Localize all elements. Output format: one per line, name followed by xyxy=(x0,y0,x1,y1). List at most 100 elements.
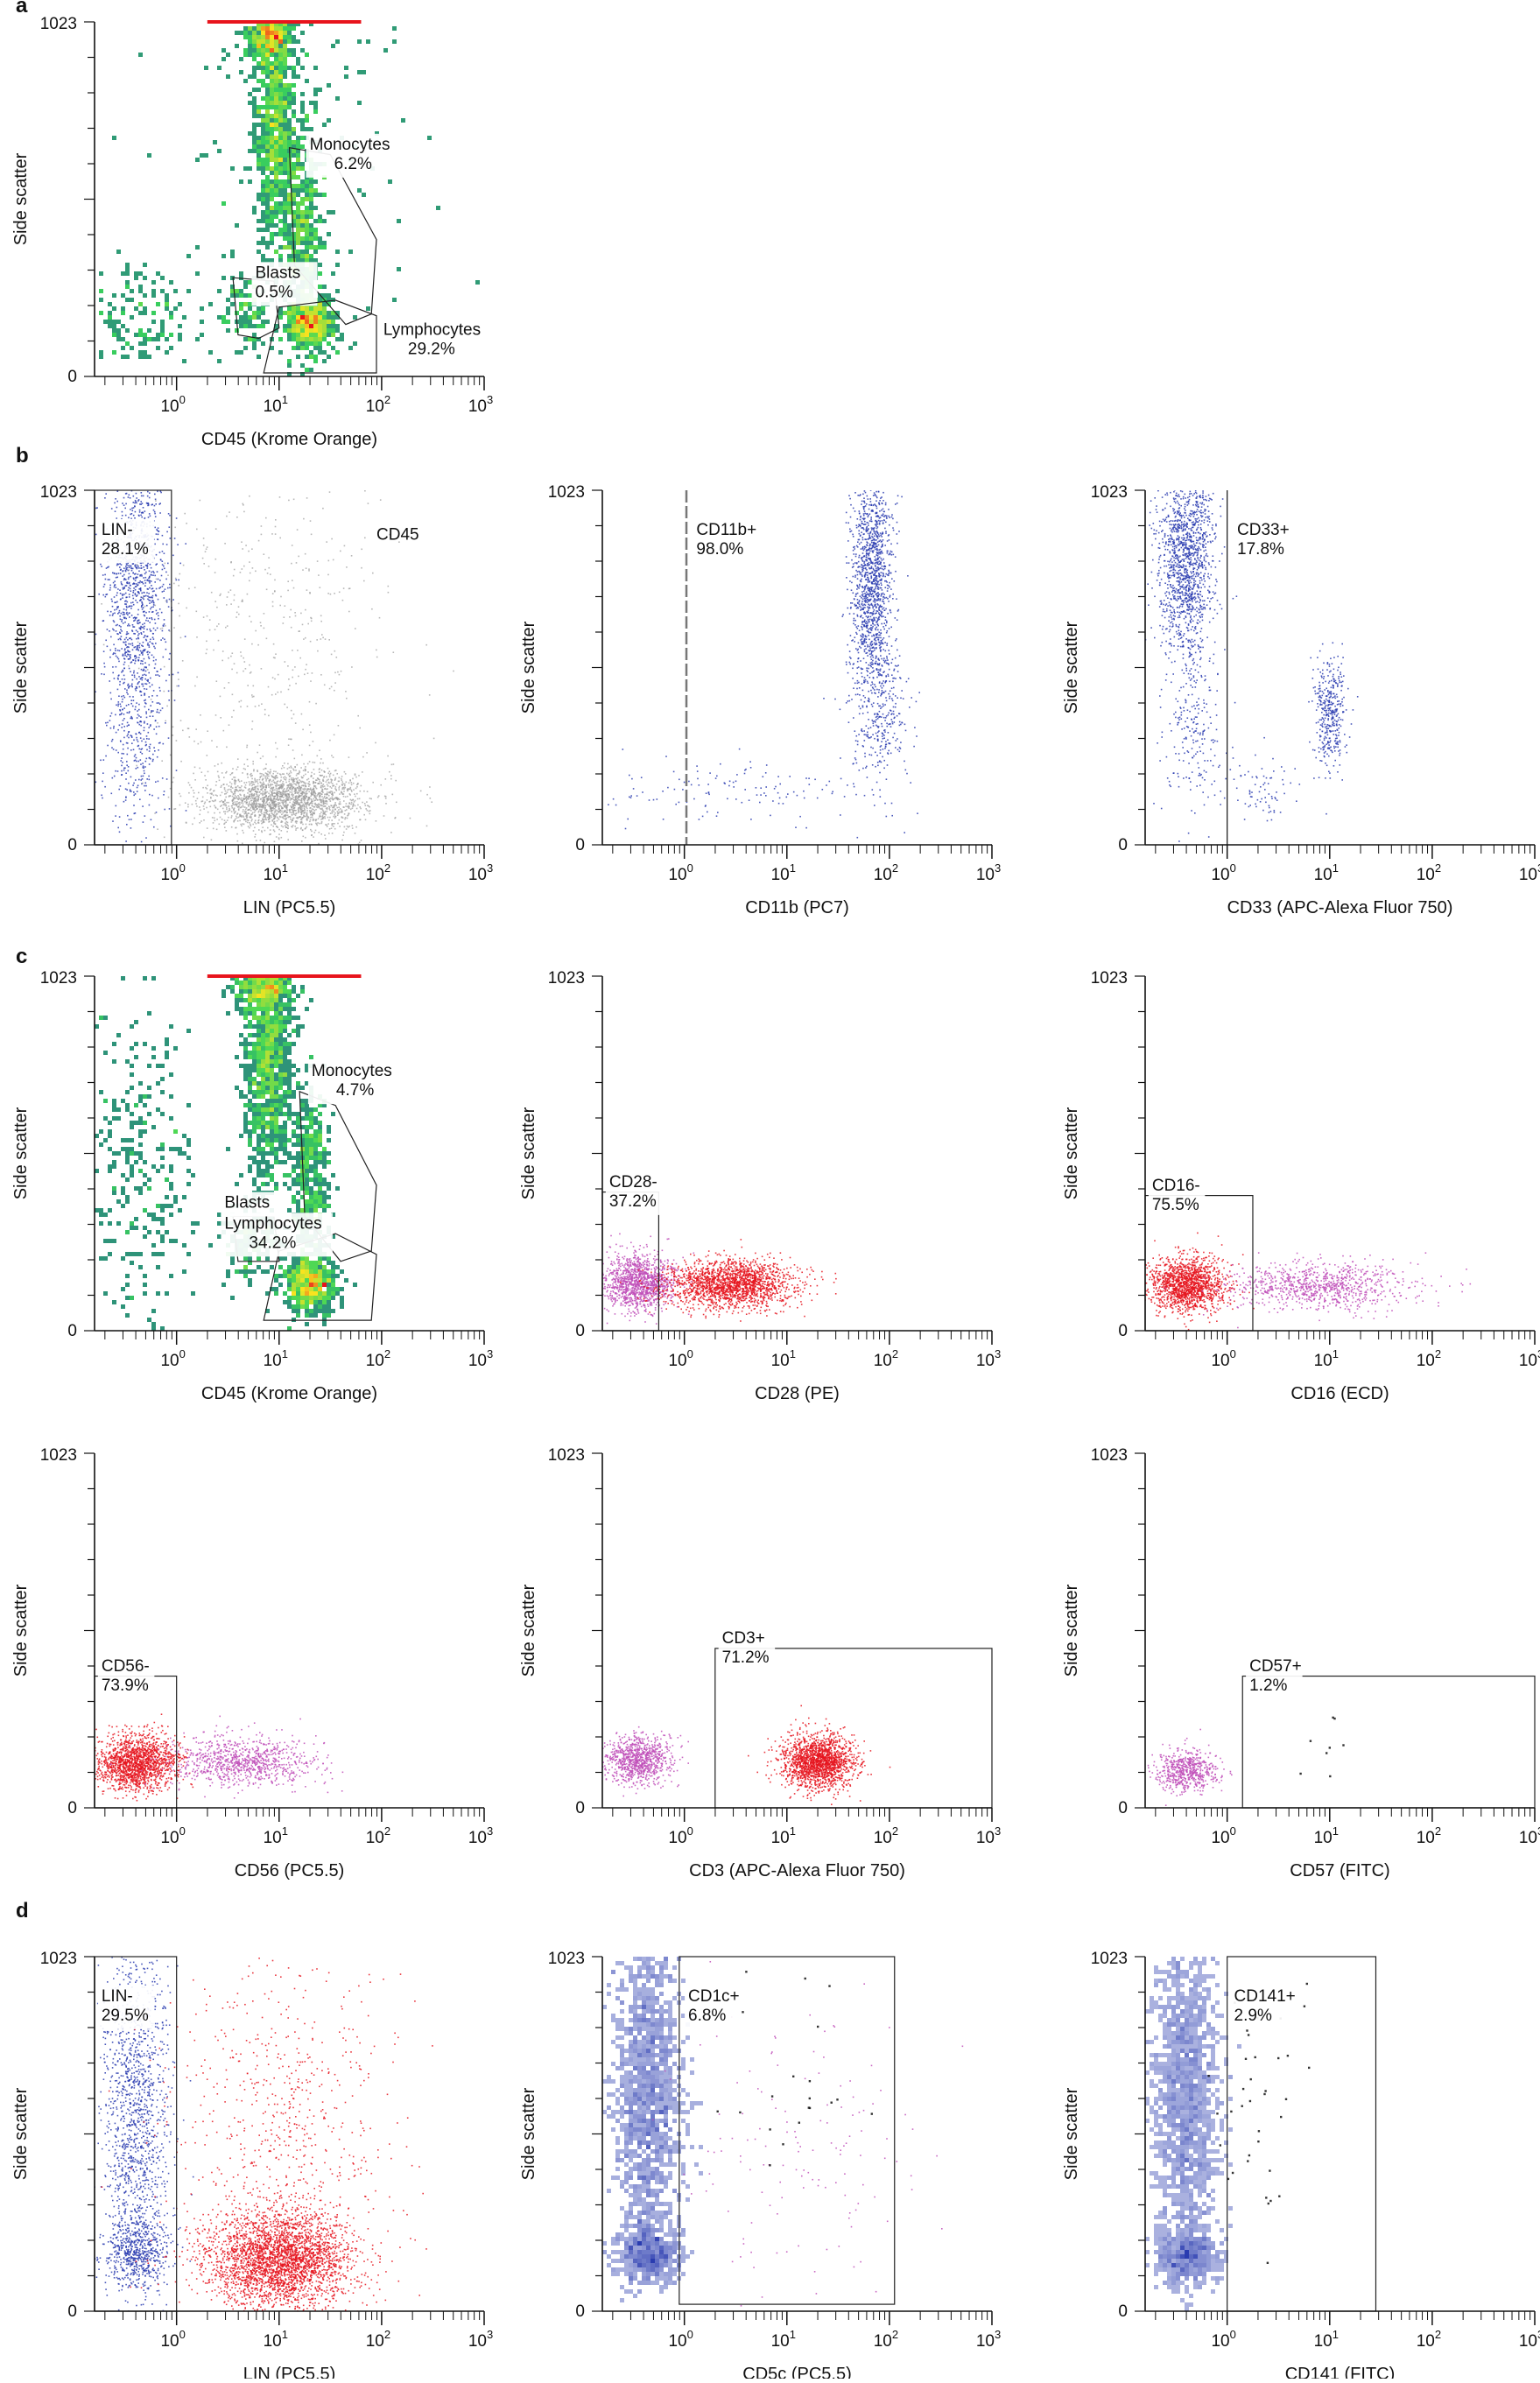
event-dot xyxy=(296,775,298,777)
event-dot xyxy=(231,773,233,775)
event-dot xyxy=(341,812,343,813)
event-dot xyxy=(128,725,130,727)
density-cell xyxy=(313,109,318,114)
event-dot xyxy=(111,793,113,795)
event-dot xyxy=(110,362,112,364)
event-dot xyxy=(282,817,284,819)
density-cell xyxy=(296,214,300,219)
event-dot xyxy=(128,565,130,566)
event-dot xyxy=(142,645,144,647)
event-dot xyxy=(283,784,285,786)
density-cell xyxy=(309,350,313,355)
event-dot xyxy=(160,639,162,641)
density-cell xyxy=(327,320,331,324)
event-dot xyxy=(127,615,129,616)
density-cell xyxy=(270,123,274,127)
density-cell xyxy=(278,105,283,109)
event-dot xyxy=(283,793,285,795)
event-dot xyxy=(124,650,126,651)
event-dot xyxy=(243,809,244,811)
event-dot xyxy=(203,805,205,807)
density-cell xyxy=(278,35,283,39)
event-dot xyxy=(229,810,230,812)
event-dot xyxy=(270,791,271,792)
event-dot xyxy=(292,779,293,781)
event-dot xyxy=(296,817,298,819)
event-dot xyxy=(130,608,132,609)
density-cell xyxy=(292,166,296,171)
event-dot xyxy=(239,802,241,804)
event-dot xyxy=(258,817,260,819)
event-dot xyxy=(130,509,131,510)
event-dot xyxy=(271,781,273,783)
density-cell xyxy=(309,214,313,219)
event-dot xyxy=(284,791,285,793)
event-dot xyxy=(106,725,108,727)
event-dot xyxy=(222,772,223,774)
density-cell xyxy=(156,337,160,341)
event-dot xyxy=(341,789,343,791)
density-cell xyxy=(278,184,283,188)
event-dot xyxy=(122,595,123,597)
event-dot xyxy=(146,738,148,740)
event-dot xyxy=(327,817,329,819)
event-dot xyxy=(144,636,145,638)
event-dot xyxy=(140,629,142,630)
event-dot xyxy=(245,821,247,823)
event-dot xyxy=(129,594,130,595)
event-dot xyxy=(255,833,257,835)
density-cell xyxy=(274,158,278,162)
density-cell xyxy=(261,83,265,88)
event-dot xyxy=(119,632,121,634)
event-dot xyxy=(137,787,138,789)
event-dot xyxy=(290,770,292,772)
event-dot xyxy=(332,833,334,834)
density-cell xyxy=(305,258,309,263)
density-cell xyxy=(243,48,248,53)
event-dot xyxy=(327,826,328,827)
density-cell xyxy=(147,328,151,333)
density-cell xyxy=(287,105,292,109)
event-dot xyxy=(251,548,253,550)
density-cell xyxy=(335,96,340,101)
density-cell xyxy=(283,88,287,92)
event-dot xyxy=(306,814,308,816)
event-dot xyxy=(109,587,111,589)
event-dot xyxy=(164,791,165,792)
density-cell xyxy=(257,123,261,127)
event-dot xyxy=(251,796,253,798)
density-cell xyxy=(261,258,265,263)
event-dot xyxy=(298,789,299,791)
event-dot xyxy=(282,773,284,775)
event-dot xyxy=(283,812,285,814)
density-cell xyxy=(261,179,265,184)
event-dot xyxy=(101,603,102,605)
density-cell xyxy=(278,123,283,127)
event-dot xyxy=(305,774,306,776)
event-dot xyxy=(165,642,167,643)
event-dot xyxy=(113,726,115,728)
event-dot xyxy=(263,807,264,809)
event-dot xyxy=(310,796,312,798)
event-dot xyxy=(140,628,142,629)
event-dot xyxy=(120,626,122,628)
event-dot xyxy=(128,587,130,589)
density-cell xyxy=(261,70,265,74)
event-dot xyxy=(264,784,265,785)
density-cell xyxy=(305,245,309,250)
density-cell xyxy=(313,341,318,346)
event-dot xyxy=(262,794,264,796)
event-dot xyxy=(261,813,263,815)
event-dot xyxy=(281,777,283,778)
event-dot xyxy=(139,582,141,584)
event-dot xyxy=(119,725,121,727)
density-cell xyxy=(287,359,292,363)
density-cell xyxy=(309,228,313,232)
event-dot xyxy=(141,596,143,598)
event-dot xyxy=(330,800,332,802)
density-cell xyxy=(322,320,327,324)
event-dot xyxy=(241,802,243,804)
event-dot xyxy=(123,668,125,670)
event-dot xyxy=(347,815,348,817)
density-cell xyxy=(143,355,147,359)
